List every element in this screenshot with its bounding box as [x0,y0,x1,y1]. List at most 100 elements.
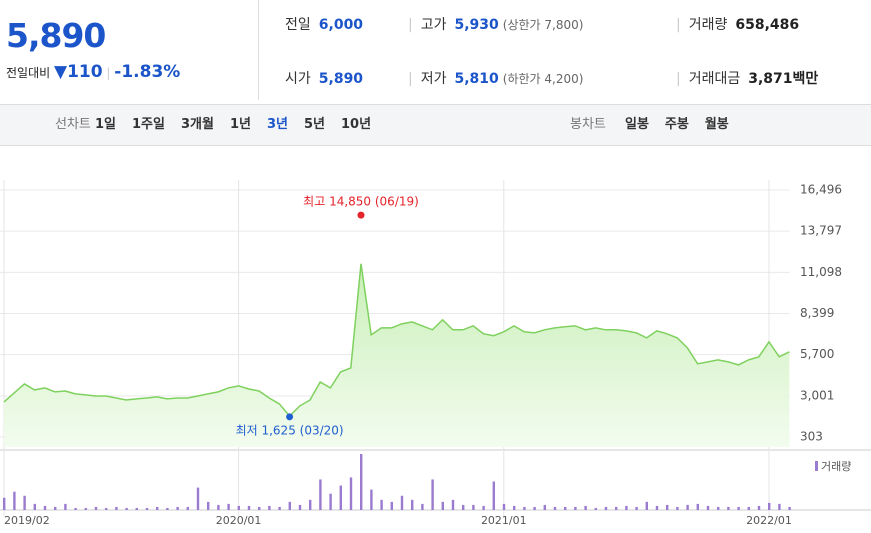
x-tick-label: 2022/01 [746,514,792,527]
volume-bar [482,505,485,510]
stat-value: 5,810 [454,71,499,87]
volume-bar [237,505,240,510]
volume-bar [298,504,302,510]
legend-label: 거래량 [821,460,851,473]
volume-bar [125,507,128,510]
volume-bar [278,506,281,510]
volume-bar [94,506,98,510]
stat-sub: (하한가 4,200) [502,72,584,86]
volume-bar [604,506,608,510]
volume-bar [196,487,200,510]
period-tab[interactable]: 3개월 [180,117,214,132]
volume-bar [329,493,332,510]
period-tab[interactable]: 10년 [341,117,372,132]
volume-bar [135,507,138,510]
volume-bar [400,495,404,510]
volume-bar [747,506,750,510]
separator: | [408,71,413,87]
change: 110 [67,62,103,82]
volume-bar [635,506,638,510]
stat-label: 거래량 [688,17,728,33]
candle-tab[interactable]: 일봉 [625,117,649,132]
volume-bar [625,505,628,510]
volume-bar [451,499,455,510]
stat-sub: (상한가 7,800) [502,18,584,32]
volume-bar [421,503,424,510]
stat-value: 5,930 [454,17,499,33]
stat-value: 5,890 [318,71,364,87]
x-tick-label: 2020/01 [216,514,262,527]
volume-bar [666,504,669,510]
extreme-marker [286,413,294,421]
period-tab[interactable]: 3년 [266,117,288,132]
separator: | [408,17,413,33]
separator: | [106,66,111,80]
stat: | 거래대금 3,871백만 [676,68,818,88]
stat-label: 시가 [285,71,311,87]
volume-bar [737,506,740,510]
volume-bar [706,505,710,510]
period-tab[interactable]: 1주일 [132,117,165,132]
volume-bar [54,506,57,510]
volume-bar [268,505,271,510]
volume-bar [166,507,169,510]
price-area [4,263,790,447]
volume-bar [105,507,108,510]
volume-bar [339,485,342,510]
candle-tab[interactable]: 주봉 [664,117,689,132]
price-line [3,263,790,418]
candle-chart-label: 봉차트 [570,117,606,132]
volume-bar [411,499,414,510]
volume-bar [33,503,36,510]
separator: | [676,17,681,33]
period-tab[interactable]: 1일 [95,117,117,132]
volume-bar [462,504,465,510]
annotation: 최저 1,625 (03/20) [236,423,344,437]
volume-bar [431,479,434,510]
line-chart-label: 선차트 [55,117,91,132]
stat-label: 전일 [285,17,311,33]
y-tick-label: 3,001 [800,388,834,402]
stat: | 거래량 658,486 [676,14,800,34]
volume-bar [145,507,149,510]
stat-value: 6,000 [318,17,364,33]
volume-bar [207,501,210,510]
volume-bar [645,501,648,510]
volume-bar [615,506,618,510]
volume-bar [84,507,87,510]
y-tick-label: 5,700 [800,347,834,361]
volume-bar [156,506,159,510]
volume-bar [594,507,597,510]
volume-bar [176,506,179,510]
change-pct: -1.83% [114,62,181,82]
volume-bar [553,506,557,510]
stat-label: 거래대금 [688,71,741,87]
volume-bar [717,506,720,510]
period-tab[interactable]: 1년 [229,117,251,132]
candle-tab[interactable]: 월봉 [704,117,729,132]
annotation: 최고 14,850 (06/19) [303,195,419,209]
separator: | [676,71,681,87]
volume-bar [3,497,6,510]
volume-bar [492,481,495,510]
period-tab[interactable]: 5년 [303,117,325,132]
y-tick-label: 11,098 [800,265,842,279]
y-tick-label: 303 [800,429,823,443]
volume-bar [574,506,577,510]
current-price: 5,890 [6,16,106,55]
extreme-marker [357,211,365,219]
legend-swatch [815,461,818,471]
volume-bar [23,495,26,510]
volume-bar [513,505,516,510]
x-tick-label: 2021/01 [481,514,527,527]
stat-value: 658,486 [735,17,800,33]
volume-bar [523,506,526,510]
volume-bar [115,506,118,510]
change-label: 전일대비 [6,66,51,80]
down-arrow: ▼ [54,62,68,82]
volume-bar [349,477,353,510]
change-row: 전일대비 ▼110 | -1.83% [6,62,180,82]
volume-bar [676,506,679,510]
volume-bar [43,505,47,510]
